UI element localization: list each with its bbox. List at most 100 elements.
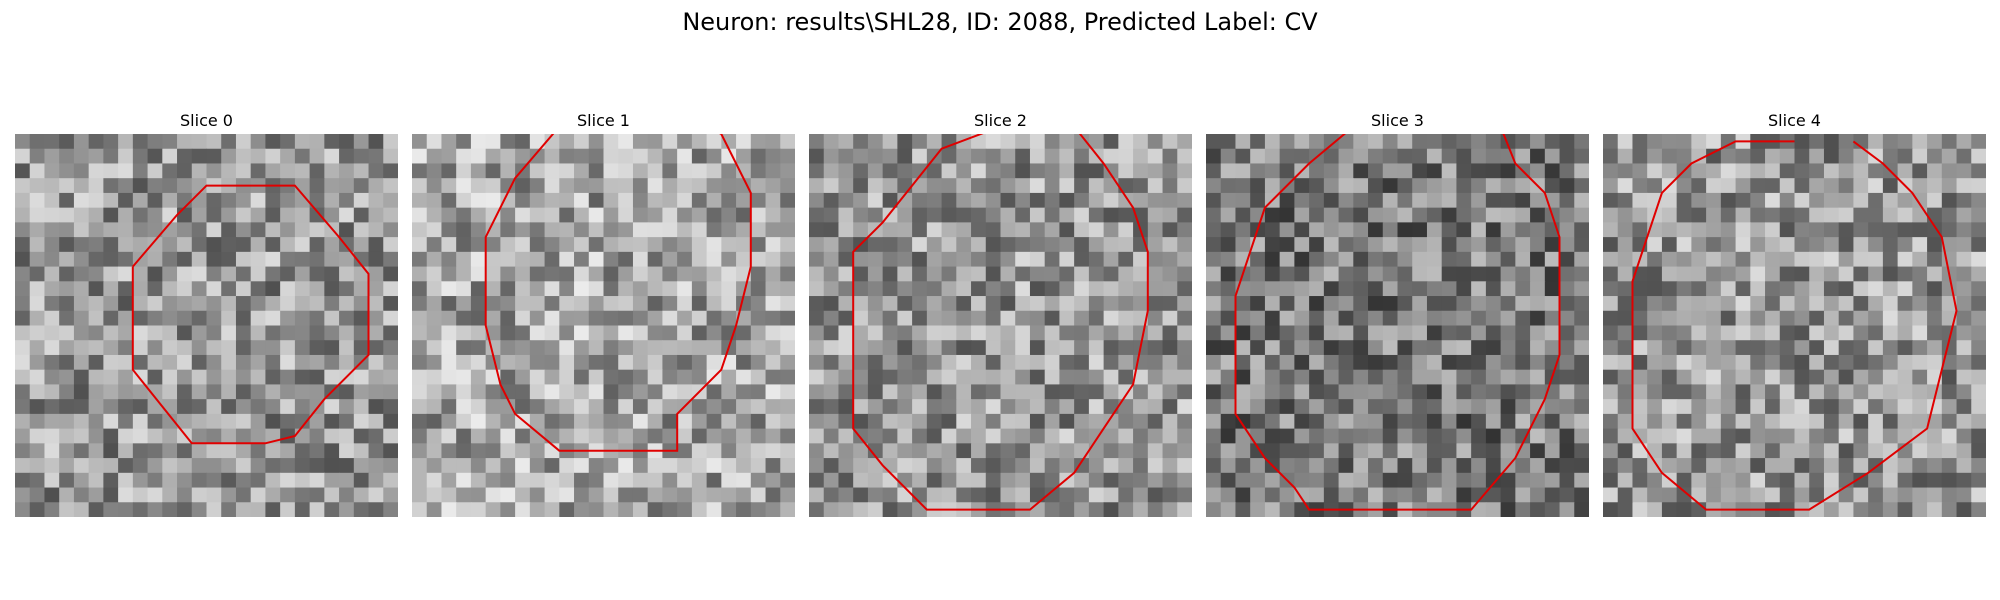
pixel-cell	[59, 413, 75, 430]
pixel-cell	[485, 384, 501, 400]
pixel-cell	[1059, 192, 1075, 209]
pixel-cell	[1103, 222, 1119, 238]
pixel-cell	[1485, 178, 1502, 194]
pixel-cell	[1485, 281, 1502, 297]
pixel-cell	[1838, 384, 1855, 400]
pixel-cell	[73, 251, 90, 268]
pixel-cell	[500, 163, 516, 179]
pixel-cell	[500, 192, 516, 209]
pixel-cell	[265, 443, 281, 459]
pixel-cell	[1279, 325, 1295, 341]
pixel-cell	[1750, 399, 1766, 415]
pixel-cell	[1471, 413, 1487, 430]
pixel-cell	[1441, 458, 1458, 474]
pixel-cell	[118, 340, 134, 356]
pixel-cell	[706, 487, 722, 503]
pixel-cell	[1471, 281, 1487, 297]
pixel-cell	[1897, 325, 1913, 341]
pixel-cell	[559, 487, 575, 503]
pixel-cell	[912, 472, 928, 489]
pixel-cell	[1250, 134, 1266, 150]
pixel-cell	[1177, 354, 1192, 371]
pixel-cell	[1559, 207, 1575, 223]
pixel-cell	[1412, 296, 1428, 312]
pixel-cell	[1426, 472, 1443, 489]
pixel-cell	[1676, 266, 1692, 282]
pixel-cell	[441, 207, 457, 223]
pixel-cell	[44, 251, 60, 268]
pixel-cell	[1941, 281, 1958, 297]
pixel-cell	[1220, 178, 1237, 194]
pixel-cell	[206, 222, 222, 238]
pixel-cell	[941, 384, 957, 400]
pixel-cell	[1235, 325, 1251, 341]
pixel-cell	[926, 413, 943, 430]
pixel-cell	[1941, 472, 1958, 489]
pixel-cell	[691, 428, 708, 444]
pixel-cell	[1309, 251, 1325, 268]
pixel-cell	[1103, 148, 1119, 165]
pixel-cell	[736, 354, 752, 371]
pixel-cell	[456, 310, 472, 327]
pixel-cell	[1823, 325, 1840, 341]
pixel-cell	[515, 487, 531, 503]
pixel-cell	[294, 354, 311, 371]
pixel-cell	[1220, 310, 1237, 327]
pixel-cell	[823, 237, 840, 253]
pixel-cell	[1485, 428, 1502, 444]
pixel-cell	[1338, 163, 1354, 179]
pixel-cell	[1779, 178, 1796, 194]
pixel-cell	[1412, 325, 1428, 341]
pixel-cell	[162, 502, 178, 517]
pixel-cell	[1882, 266, 1899, 282]
pixel-cell	[882, 237, 898, 253]
pixel-cell	[500, 222, 516, 238]
pixel-cell	[1765, 251, 1781, 268]
pixel-cell	[588, 237, 605, 253]
pixel-cell	[1515, 207, 1531, 223]
pixel-cell	[559, 296, 575, 312]
pixel-cell	[574, 340, 590, 356]
pixel-cell	[721, 487, 737, 503]
pixel-cell	[103, 443, 119, 459]
pixel-cell	[1015, 178, 1031, 194]
pixel-cell	[1162, 266, 1178, 282]
pixel-cell	[456, 281, 472, 297]
pixel-cell	[368, 369, 384, 386]
pixel-cell	[1103, 369, 1119, 386]
pixel-cell	[1956, 134, 1972, 150]
pixel-cell	[1382, 428, 1399, 444]
pixel-cell	[441, 369, 457, 386]
pixel-cell	[147, 472, 163, 489]
pixel-cell	[29, 399, 46, 415]
pixel-cell	[838, 148, 854, 165]
pixel-cell	[368, 134, 384, 150]
pixel-cell	[191, 502, 208, 517]
pixel-cell	[853, 134, 869, 150]
pixel-cell	[1220, 428, 1237, 444]
pixel-cell	[1617, 148, 1634, 165]
pixel-cell	[1779, 310, 1796, 327]
pixel-cell	[441, 310, 457, 327]
pixel-cell	[132, 413, 149, 430]
pixel-cell	[1956, 296, 1972, 312]
slice-title: Slice 0	[180, 111, 233, 130]
pixel-cell	[1485, 251, 1502, 268]
pixel-cell	[809, 428, 825, 444]
pixel-cell	[838, 472, 854, 489]
pixel-cell	[235, 340, 252, 356]
pixel-cell	[1338, 134, 1354, 150]
pixel-cell	[1676, 502, 1692, 517]
pixel-cell	[485, 399, 501, 415]
pixel-cell	[1485, 134, 1502, 150]
pixel-cell	[1264, 222, 1281, 238]
pixel-cell	[588, 428, 605, 444]
pixel-cell	[44, 207, 60, 223]
pixel-cell	[1603, 399, 1619, 415]
pixel-cell	[1676, 458, 1692, 474]
pixel-cell	[353, 281, 370, 297]
pixel-cell	[1309, 266, 1325, 282]
pixel-cell	[1515, 354, 1531, 371]
pixel-cell	[574, 413, 590, 430]
pixel-cell	[823, 413, 840, 430]
